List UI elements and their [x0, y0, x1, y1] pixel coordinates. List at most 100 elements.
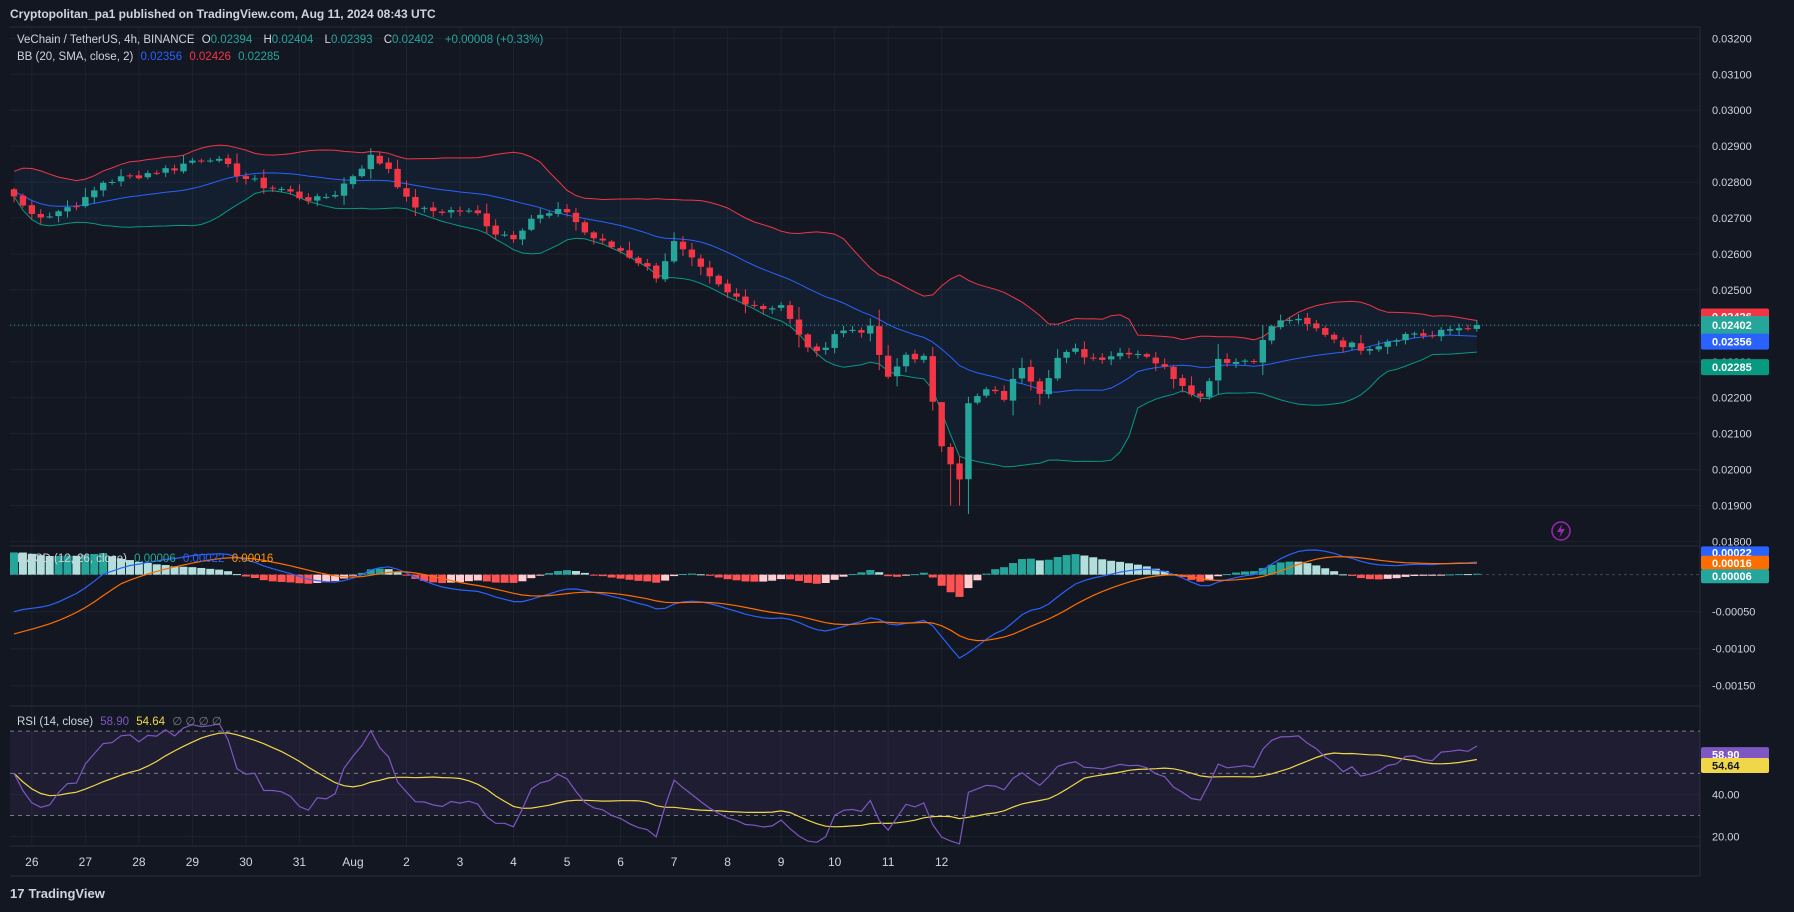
- macd-histogram-bar: [830, 574, 839, 580]
- candle-body: [1277, 320, 1284, 328]
- macd-histogram-bar: [527, 574, 536, 579]
- candle-body: [1179, 378, 1186, 386]
- candle-body: [510, 234, 517, 240]
- candle-body: [858, 330, 865, 333]
- rsi-label: RSI (14, close): [17, 716, 94, 728]
- macd-histogram-bar: [679, 574, 687, 576]
- bb-legend: BB (20, SMA, close, 2) 0.02356 0.02426 0…: [17, 51, 284, 63]
- macd-histogram-bar: [197, 567, 206, 575]
- candle-body: [1384, 341, 1391, 347]
- candle-body: [135, 175, 143, 179]
- macd-histogram-bar: [1321, 568, 1330, 575]
- macd-histogram-bar: [545, 573, 554, 575]
- candle-body: [920, 355, 928, 360]
- candle-body: [126, 175, 134, 177]
- candle-body: [108, 182, 116, 184]
- candle-body: [644, 263, 651, 267]
- macd-histogram-bar: [750, 574, 759, 582]
- candle-body: [100, 182, 107, 191]
- candle-body: [965, 403, 972, 480]
- candle-body: [911, 353, 919, 360]
- close-value: 0.02402: [392, 34, 434, 46]
- candle-body: [769, 308, 776, 310]
- macd-histogram-bar: [687, 573, 696, 575]
- macd-histogram-bar: [955, 574, 964, 597]
- macd-histogram-bar: [402, 574, 411, 576]
- candle-body: [296, 191, 303, 199]
- macd-histogram-bar: [357, 572, 366, 575]
- candle-body: [563, 209, 571, 213]
- candle-body: [171, 168, 178, 171]
- x-tick-label: 2: [403, 855, 410, 869]
- macd-histogram-bar: [1026, 558, 1035, 575]
- candle-body: [46, 216, 53, 218]
- candle-body: [867, 325, 874, 334]
- macd-histogram-bar: [670, 574, 679, 577]
- candle-body: [331, 194, 339, 197]
- macd-histogram-bar: [473, 574, 482, 581]
- candle-body: [1268, 326, 1275, 341]
- macd-histogram-bar: [241, 574, 250, 577]
- macd-histogram-bar: [973, 574, 982, 581]
- candle-body: [1250, 360, 1258, 363]
- candle-body: [358, 168, 366, 177]
- macd-histogram-bar: [786, 574, 795, 580]
- candle-body: [224, 158, 232, 165]
- candle-body: [938, 402, 945, 447]
- candle-body: [956, 463, 963, 480]
- macd-histogram-bar: [1294, 561, 1303, 575]
- macd-histogram-bar: [1240, 571, 1249, 575]
- candle-body: [1241, 360, 1249, 362]
- macd-histogram-bar: [696, 574, 705, 576]
- candle-body: [724, 283, 731, 293]
- macd-histogram-bar: [1151, 568, 1160, 575]
- y-tick-label: 0.02000: [1712, 465, 1752, 477]
- macd-histogram-bar: [1160, 570, 1169, 575]
- x-tick-label: 11: [882, 855, 895, 869]
- macd-histogram-bar: [90, 554, 99, 575]
- candle-body: [546, 213, 553, 216]
- tradingview-brand[interactable]: 17 TradingView: [10, 886, 105, 901]
- macd-histogram-bar: [81, 554, 90, 575]
- x-tick-label: 28: [132, 855, 146, 869]
- candle-body: [287, 189, 294, 192]
- candle-body: [349, 176, 357, 185]
- candle-body: [786, 305, 794, 319]
- macd-histogram-bar: [919, 572, 928, 575]
- candle-body: [635, 257, 642, 264]
- macd-histogram-bar: [188, 567, 197, 575]
- macd-histogram-bar: [348, 574, 357, 576]
- x-tick-label: 27: [79, 855, 93, 869]
- macd-histogram-bar: [117, 558, 126, 575]
- macd-histogram-bar: [420, 574, 429, 582]
- y-tick-label: 0.02900: [1712, 141, 1752, 153]
- candle-body: [483, 213, 490, 227]
- candle-body: [117, 176, 125, 182]
- basis-tag-bg: [1701, 333, 1769, 350]
- candle-body: [1188, 385, 1195, 395]
- high-value: 0.02404: [271, 34, 314, 46]
- x-tick-label: Aug: [342, 855, 363, 869]
- candle-body: [1366, 348, 1374, 351]
- macd-histogram-bar: [563, 570, 572, 575]
- x-tick-label: 10: [828, 855, 842, 869]
- candle-body: [902, 354, 910, 367]
- macd-tag-bg: [1701, 546, 1769, 559]
- candle-body: [73, 206, 80, 208]
- candle-body: [269, 187, 276, 189]
- macd-histogram-bar: [848, 574, 857, 576]
- candle-body: [670, 241, 678, 262]
- macd-histogram-bar: [589, 574, 598, 576]
- candle-body: [1215, 358, 1222, 381]
- candle-body: [1313, 323, 1320, 329]
- macd-histogram-bar: [1365, 574, 1374, 580]
- candle-body: [215, 158, 223, 161]
- macd-histogram-bar: [1455, 574, 1464, 576]
- macd-histogram-bar: [45, 556, 54, 575]
- candle-body: [1063, 351, 1070, 358]
- candle-body: [537, 214, 544, 219]
- macd-histogram-bar: [937, 574, 946, 586]
- candle-body: [974, 396, 981, 403]
- candle-body: [1348, 342, 1356, 348]
